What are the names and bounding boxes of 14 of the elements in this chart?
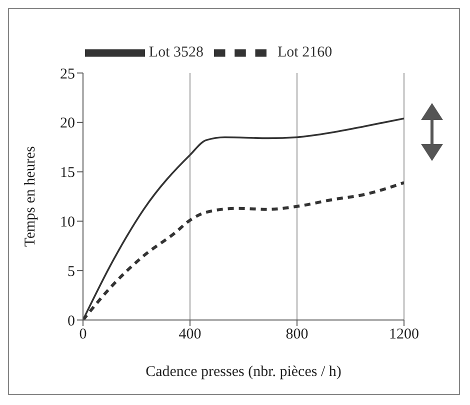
x-tick-label: 400 [178, 326, 202, 343]
y-tick-label: 0 [68, 313, 75, 330]
legend-label: Lot 2160 [278, 44, 332, 60]
legend-label: Lot 3528 [148, 44, 204, 60]
y-tick-label: 5 [68, 264, 75, 280]
x-tick-label: 0 [79, 326, 87, 343]
x-tick-label: 1200 [389, 326, 419, 343]
y-tick-label: 20 [60, 116, 75, 132]
y-tick-label: 25 [60, 66, 75, 82]
y-tick-label: 15 [60, 165, 75, 182]
x-axis-title: Cadence presses (nbr. pièces / h) [146, 364, 342, 380]
y-tick-label: 10 [60, 214, 75, 231]
x-tick-label: 800 [286, 326, 308, 343]
y-axis-title: Temps en heures [22, 146, 38, 247]
